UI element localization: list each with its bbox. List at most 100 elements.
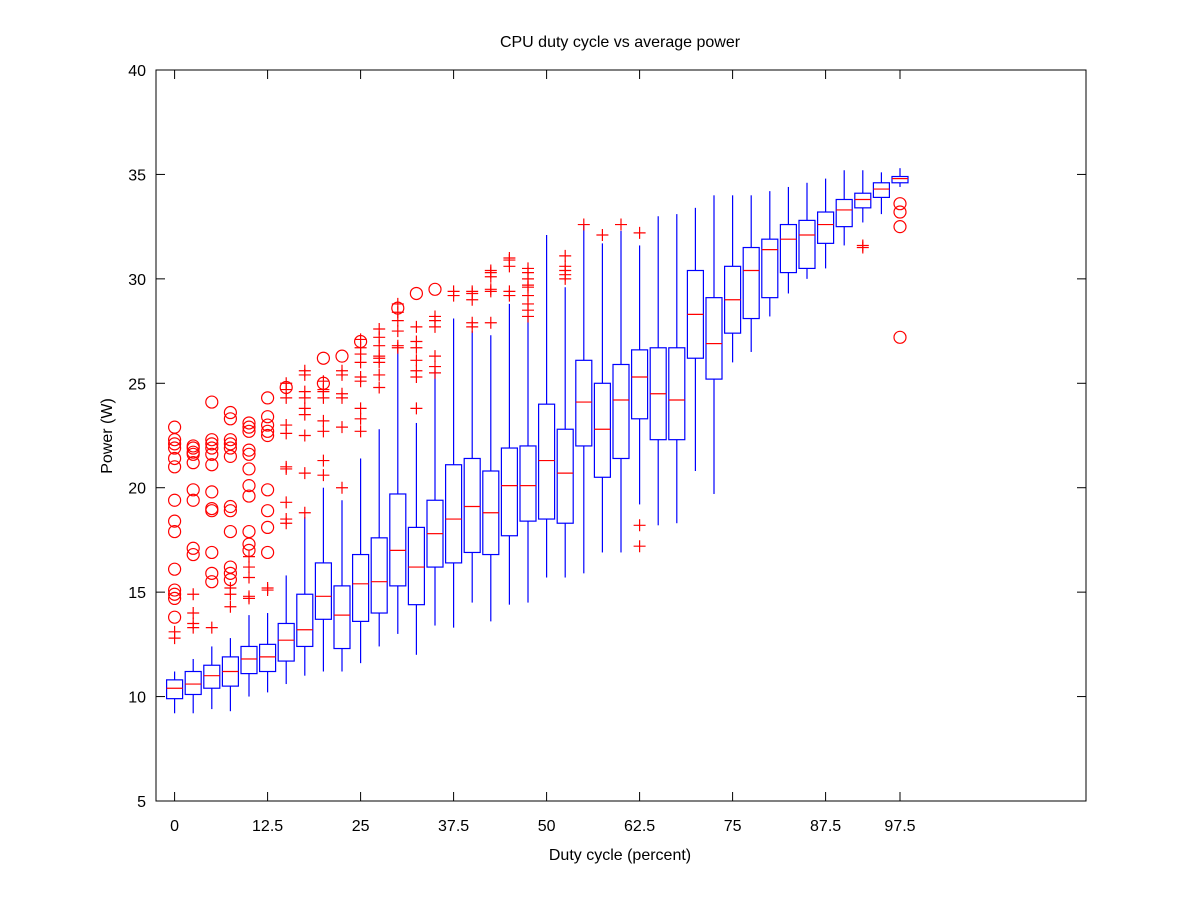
y-tick-label: 35 — [128, 167, 146, 184]
outlier-circle — [168, 514, 182, 528]
outlier-circle — [205, 433, 219, 447]
box-body — [854, 192, 872, 209]
outlier-circle — [205, 395, 219, 409]
plot-area-frame — [155, 69, 1087, 802]
outlier-plus — [429, 350, 441, 363]
outlier-circle — [242, 424, 256, 438]
outlier-plus — [298, 467, 311, 480]
box-body — [537, 403, 556, 520]
outlier-plus — [317, 454, 330, 467]
outlier-circle — [335, 349, 349, 363]
box — [556, 287, 574, 578]
outlier-circle — [893, 220, 907, 234]
box-body — [259, 643, 277, 673]
x-tick-label: 37.5 — [438, 818, 469, 835]
box-body — [445, 464, 463, 564]
outlier-plus — [373, 381, 386, 394]
outlier-circle — [168, 583, 182, 597]
outlier-plus — [633, 226, 646, 239]
outlier-plus — [373, 322, 386, 335]
outlier-plus — [633, 540, 646, 553]
outlier-plus — [317, 375, 330, 388]
outlier-plus — [354, 333, 367, 346]
box — [500, 303, 518, 605]
box — [203, 646, 221, 710]
outlier-circle — [261, 504, 275, 518]
outlier-plus — [410, 320, 423, 333]
outlier-plus — [298, 364, 311, 377]
outlier-plus — [280, 460, 293, 473]
y-tick-label: 20 — [128, 481, 146, 498]
outlier-circle — [316, 351, 330, 365]
outlier-plus — [633, 519, 646, 532]
outlier-plus — [298, 385, 311, 398]
outlier-plus — [615, 218, 627, 231]
outlier-plus — [410, 402, 423, 415]
box-body — [872, 182, 891, 199]
outlier-plus — [577, 218, 590, 231]
box-body — [779, 223, 798, 274]
box-body — [575, 359, 593, 447]
outlier-plus — [559, 260, 572, 273]
box-body — [333, 585, 351, 650]
outlier-circle — [168, 451, 182, 466]
outlier-circle — [261, 424, 275, 438]
outlier-plus — [280, 496, 293, 509]
box — [575, 224, 593, 574]
x-tick-label: 62.5 — [624, 818, 655, 835]
x-axis-title: Duty cycle (percent) — [549, 847, 691, 864]
outlier-plus — [354, 425, 367, 438]
outlier-circle — [242, 447, 256, 461]
outlier-plus — [447, 285, 460, 298]
y-tick-label: 15 — [128, 585, 146, 602]
x-tick-label: 0 — [170, 818, 179, 835]
outlier-plus — [336, 481, 348, 494]
box — [314, 487, 332, 672]
box-body — [463, 457, 481, 554]
box-body — [816, 211, 835, 244]
outlier-plus — [243, 550, 255, 563]
box — [630, 245, 649, 505]
outlier-circle — [242, 443, 256, 457]
outlier-plus — [187, 607, 200, 620]
box-body — [556, 428, 574, 524]
outlier-plus — [410, 364, 423, 377]
outlier-circle — [893, 197, 907, 211]
outlier-circle — [261, 410, 275, 424]
outlier-circle — [242, 489, 256, 503]
outlier-plus — [243, 561, 255, 574]
outlier-plus — [336, 421, 348, 434]
outlier-circle — [223, 433, 237, 447]
outlier-plus — [317, 469, 330, 482]
outlier-circle — [242, 479, 256, 493]
box — [649, 216, 667, 526]
outlier-circle — [186, 483, 200, 497]
outlier-plus — [187, 617, 200, 630]
outlier-plus — [298, 402, 311, 415]
outlier-circle — [205, 545, 219, 560]
x-tick-label: 87.5 — [810, 818, 841, 835]
outlier-plus — [224, 600, 237, 613]
box — [221, 638, 239, 712]
outlier-plus — [354, 412, 367, 425]
outlier-plus — [391, 325, 404, 338]
box — [333, 500, 351, 672]
outlier-plus — [187, 588, 200, 601]
outlier-circle — [168, 562, 182, 576]
box-body — [500, 447, 518, 537]
x-tick-label: 75 — [724, 818, 742, 835]
outlier-plus — [484, 316, 497, 329]
box — [593, 243, 612, 553]
outlier-circle — [242, 416, 256, 430]
outlier-circle — [409, 286, 423, 301]
outlier-circle — [205, 437, 219, 451]
box-body — [798, 219, 816, 270]
outlier-circle — [168, 493, 182, 507]
y-tick-label: 40 — [128, 63, 146, 80]
box — [463, 331, 481, 603]
outlier-circle — [223, 437, 237, 451]
outlier-plus — [336, 387, 348, 400]
box-body — [184, 670, 202, 696]
box — [668, 214, 686, 524]
